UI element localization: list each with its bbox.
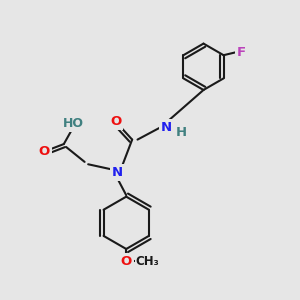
- Text: O: O: [121, 255, 132, 268]
- Text: H: H: [176, 126, 188, 139]
- Text: HO: HO: [63, 117, 84, 130]
- Text: N: N: [161, 121, 172, 134]
- Text: CH₃: CH₃: [136, 255, 160, 268]
- Text: F: F: [237, 46, 246, 59]
- Text: O: O: [39, 145, 50, 158]
- Text: N: N: [112, 166, 123, 179]
- Text: O: O: [110, 115, 122, 128]
